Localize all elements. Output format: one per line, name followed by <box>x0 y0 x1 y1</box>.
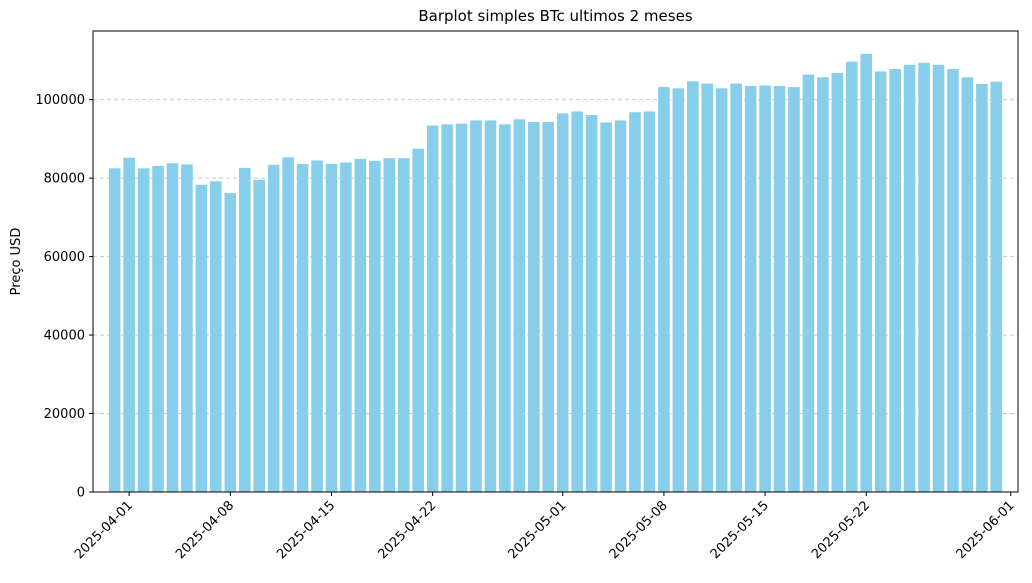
bar <box>325 164 338 492</box>
bar <box>759 85 771 493</box>
bar <box>874 71 887 492</box>
bar <box>195 184 208 493</box>
bar <box>455 123 468 492</box>
bar <box>556 113 569 493</box>
chart-title: Barplot simples BTc ultimos 2 meses <box>418 7 692 25</box>
bar <box>499 124 511 493</box>
y-tick-label: 80000 <box>44 172 85 187</box>
bar <box>181 164 193 492</box>
bar <box>903 64 916 493</box>
axes-frame <box>92 30 1019 493</box>
bar <box>152 165 164 493</box>
bar <box>426 125 439 492</box>
bar <box>585 114 598 493</box>
bar <box>773 85 786 492</box>
bar <box>860 53 873 493</box>
bar <box>253 179 265 492</box>
bar <box>267 164 280 492</box>
bar <box>687 81 699 492</box>
bar <box>108 168 121 492</box>
bar <box>932 64 945 493</box>
y-tick-label: 60000 <box>44 250 85 265</box>
bar <box>947 69 959 493</box>
bar <box>990 81 1003 493</box>
bars <box>108 53 1003 493</box>
bar <box>210 181 222 492</box>
bar <box>137 168 150 492</box>
bar <box>166 163 179 492</box>
bar <box>484 120 497 492</box>
bar <box>701 83 714 493</box>
bar <box>412 148 424 492</box>
bar <box>672 88 685 492</box>
bar <box>513 119 526 492</box>
bar <box>817 77 829 492</box>
bar <box>730 83 742 493</box>
y-tick-label: 20000 <box>44 407 85 422</box>
bar <box>976 83 988 493</box>
bar <box>629 112 641 492</box>
y-tick-label: 100000 <box>35 93 85 108</box>
bar <box>571 111 583 493</box>
bar <box>282 157 294 492</box>
y-axis: 0 20000 40000 60000 80000 100000 <box>35 93 93 501</box>
y-tick-label: 40000 <box>44 329 85 344</box>
bar <box>889 69 901 493</box>
bar <box>658 87 670 493</box>
bar <box>961 77 974 492</box>
bar <box>369 160 381 492</box>
bar <box>846 61 858 493</box>
y-tick-label: 0 <box>77 486 85 501</box>
bar <box>831 72 844 493</box>
bar <box>354 158 367 492</box>
bar <box>600 122 612 493</box>
bar <box>528 122 540 492</box>
bar <box>296 164 309 492</box>
bar <box>788 87 800 493</box>
bar <box>802 74 815 492</box>
bar <box>397 158 410 493</box>
bar <box>614 120 627 492</box>
y-axis-label: Preço USD <box>9 228 24 296</box>
bar <box>441 124 453 493</box>
bar <box>238 167 251 492</box>
bar <box>542 122 555 492</box>
bar <box>123 157 135 492</box>
bar <box>744 85 757 492</box>
bar <box>715 88 728 492</box>
bar <box>340 162 352 493</box>
bar <box>470 120 482 492</box>
bar <box>383 158 396 493</box>
bar <box>224 193 237 492</box>
bar <box>643 111 656 493</box>
bar <box>918 62 930 493</box>
bar <box>311 160 323 492</box>
